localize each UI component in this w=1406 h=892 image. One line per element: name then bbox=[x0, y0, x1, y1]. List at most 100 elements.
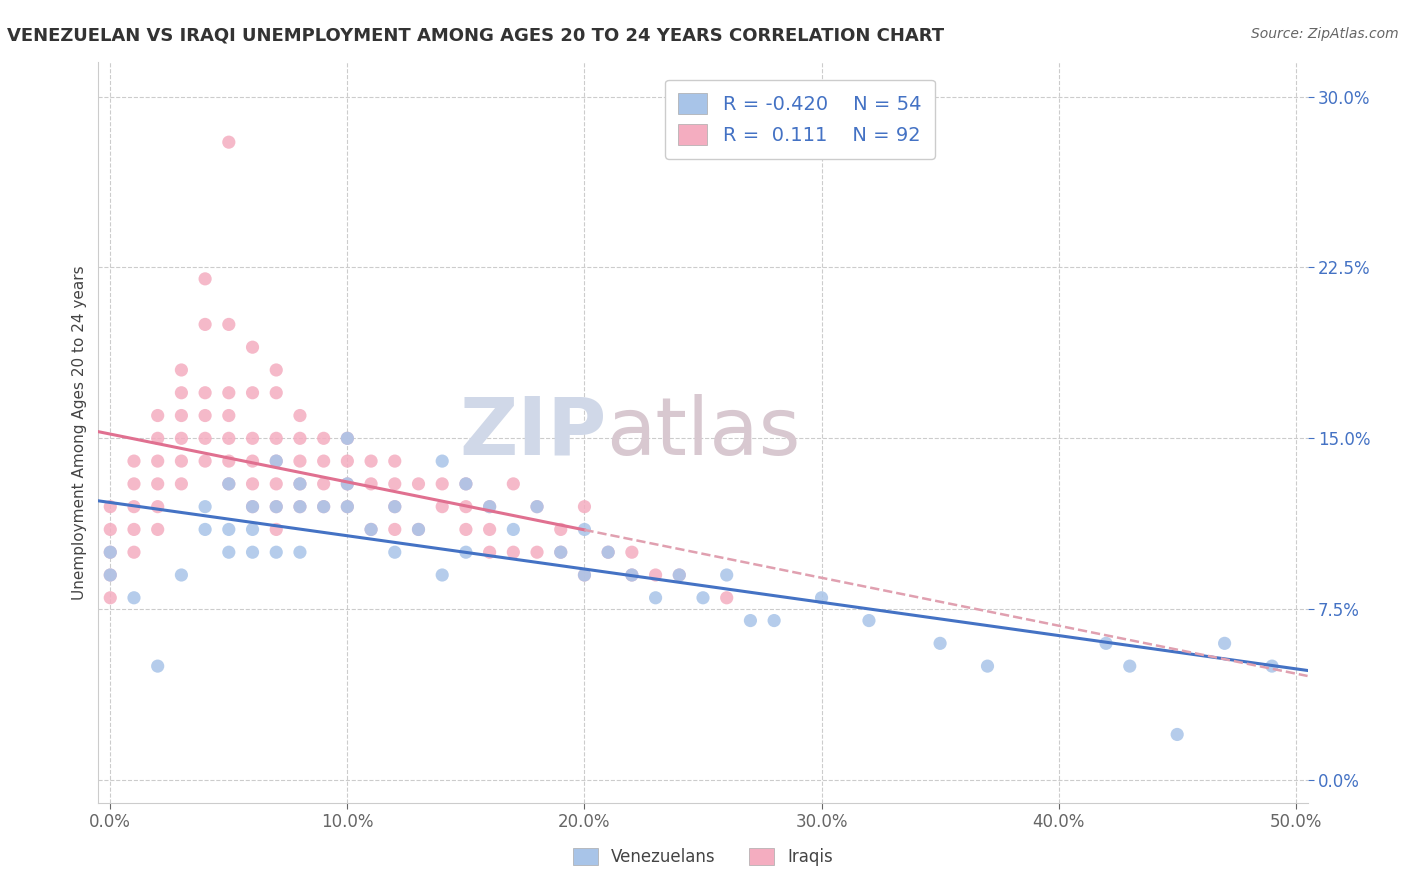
Point bbox=[432, 500, 454, 514]
Point bbox=[454, 500, 477, 514]
Point bbox=[502, 476, 524, 491]
Point bbox=[550, 545, 572, 559]
Point bbox=[242, 500, 264, 514]
Point bbox=[384, 523, 406, 537]
Point bbox=[336, 476, 359, 491]
Point bbox=[146, 454, 169, 468]
Point bbox=[526, 500, 548, 514]
Point bbox=[146, 500, 169, 514]
Point bbox=[264, 385, 287, 400]
Point bbox=[194, 431, 217, 445]
Point bbox=[312, 431, 335, 445]
Point bbox=[336, 500, 359, 514]
Point bbox=[98, 591, 121, 605]
Point bbox=[288, 500, 311, 514]
Point bbox=[1166, 727, 1188, 741]
Point bbox=[598, 545, 620, 559]
Point bbox=[644, 568, 666, 582]
Point bbox=[98, 568, 121, 582]
Point bbox=[218, 454, 240, 468]
Point bbox=[264, 523, 287, 537]
Point bbox=[122, 591, 145, 605]
Point bbox=[620, 545, 643, 559]
Point bbox=[146, 476, 169, 491]
Point bbox=[264, 500, 287, 514]
Point bbox=[264, 363, 287, 377]
Point bbox=[408, 523, 430, 537]
Point bbox=[264, 476, 287, 491]
Point bbox=[194, 523, 217, 537]
Point bbox=[1213, 636, 1236, 650]
Point bbox=[336, 454, 359, 468]
Point bbox=[1095, 636, 1118, 650]
Point bbox=[360, 523, 382, 537]
Point bbox=[264, 500, 287, 514]
Point bbox=[478, 523, 501, 537]
Point bbox=[218, 476, 240, 491]
Point bbox=[454, 476, 477, 491]
Point bbox=[98, 545, 121, 559]
Point bbox=[218, 431, 240, 445]
Point bbox=[122, 454, 145, 468]
Point bbox=[264, 545, 287, 559]
Legend: Venezuelans, Iraqis: Venezuelans, Iraqis bbox=[564, 840, 842, 875]
Point bbox=[716, 568, 738, 582]
Point bbox=[98, 500, 121, 514]
Point bbox=[242, 523, 264, 537]
Text: ZIP: ZIP bbox=[458, 393, 606, 472]
Point bbox=[170, 454, 193, 468]
Point bbox=[288, 476, 311, 491]
Point bbox=[98, 568, 121, 582]
Point bbox=[218, 545, 240, 559]
Point bbox=[1119, 659, 1142, 673]
Point bbox=[218, 135, 240, 149]
Point bbox=[550, 523, 572, 537]
Point bbox=[218, 476, 240, 491]
Point bbox=[384, 500, 406, 514]
Point bbox=[288, 500, 311, 514]
Point bbox=[408, 523, 430, 537]
Point bbox=[574, 568, 596, 582]
Point bbox=[122, 500, 145, 514]
Point bbox=[336, 476, 359, 491]
Point bbox=[360, 454, 382, 468]
Point bbox=[574, 500, 596, 514]
Point bbox=[929, 636, 952, 650]
Point bbox=[122, 476, 145, 491]
Point bbox=[264, 431, 287, 445]
Point bbox=[740, 614, 762, 628]
Point bbox=[502, 523, 524, 537]
Point bbox=[454, 476, 477, 491]
Point bbox=[170, 568, 193, 582]
Point bbox=[170, 476, 193, 491]
Point bbox=[242, 431, 264, 445]
Point bbox=[170, 431, 193, 445]
Point bbox=[692, 591, 714, 605]
Y-axis label: Unemployment Among Ages 20 to 24 years: Unemployment Among Ages 20 to 24 years bbox=[72, 265, 87, 600]
Point bbox=[384, 500, 406, 514]
Point bbox=[408, 476, 430, 491]
Point bbox=[312, 500, 335, 514]
Point bbox=[170, 363, 193, 377]
Point bbox=[384, 545, 406, 559]
Point bbox=[242, 476, 264, 491]
Point bbox=[194, 318, 217, 332]
Point bbox=[218, 523, 240, 537]
Point bbox=[360, 523, 382, 537]
Point bbox=[218, 318, 240, 332]
Point bbox=[242, 500, 264, 514]
Point bbox=[194, 272, 217, 286]
Point bbox=[644, 591, 666, 605]
Point bbox=[122, 523, 145, 537]
Point bbox=[288, 431, 311, 445]
Point bbox=[574, 523, 596, 537]
Point bbox=[170, 385, 193, 400]
Point bbox=[288, 454, 311, 468]
Point bbox=[478, 545, 501, 559]
Point bbox=[288, 476, 311, 491]
Point bbox=[312, 454, 335, 468]
Point bbox=[432, 476, 454, 491]
Legend: R = -0.420    N = 54, R =  0.111    N = 92: R = -0.420 N = 54, R = 0.111 N = 92 bbox=[665, 79, 935, 159]
Point bbox=[716, 591, 738, 605]
Point bbox=[194, 454, 217, 468]
